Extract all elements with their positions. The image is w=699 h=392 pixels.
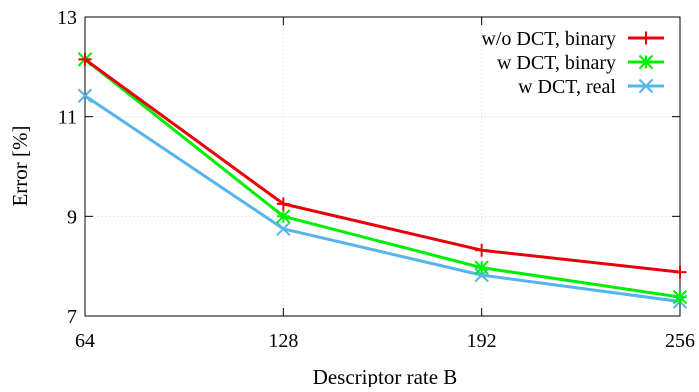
series-marker: [276, 197, 290, 211]
series-marker: [276, 209, 291, 224]
series-marker: [638, 78, 654, 94]
series-line: [84, 94, 681, 304]
series-marker: [638, 54, 654, 70]
y-axis-label: Error [%]: [8, 125, 32, 206]
series-marker: [673, 265, 687, 279]
series-marker: [639, 31, 653, 45]
legend-label: w DCT, real: [518, 76, 616, 98]
x-axis-label: Descriptor rate B: [313, 365, 458, 387]
series-marker: [672, 289, 688, 305]
x-tick-label: 192: [467, 330, 497, 352]
series-marker: [474, 260, 489, 275]
x-tick-label: 256: [665, 330, 695, 352]
y-tick-label: 13: [57, 7, 77, 29]
series-line: [84, 58, 681, 299]
x-tick-label: 64: [75, 330, 95, 352]
y-tick-label: 9: [67, 206, 77, 228]
series-marker: [276, 221, 291, 236]
plot-frame: [84, 16, 681, 317]
y-tick-label: 7: [67, 306, 77, 328]
series-marker: [78, 52, 92, 66]
axes: 64 128 192 256 7 9 11 13: [57, 7, 695, 352]
series-line: [84, 58, 681, 274]
x-tick-label: 128: [268, 330, 298, 352]
series-lines: [77, 52, 688, 309]
y-tick-label: 11: [58, 107, 77, 129]
series-marker: [475, 243, 489, 257]
legend-label: w DCT, binary: [497, 52, 616, 74]
series-marker: [77, 88, 93, 103]
series-1: [78, 52, 687, 279]
legend-label: w/o DCT, binary: [481, 28, 616, 50]
